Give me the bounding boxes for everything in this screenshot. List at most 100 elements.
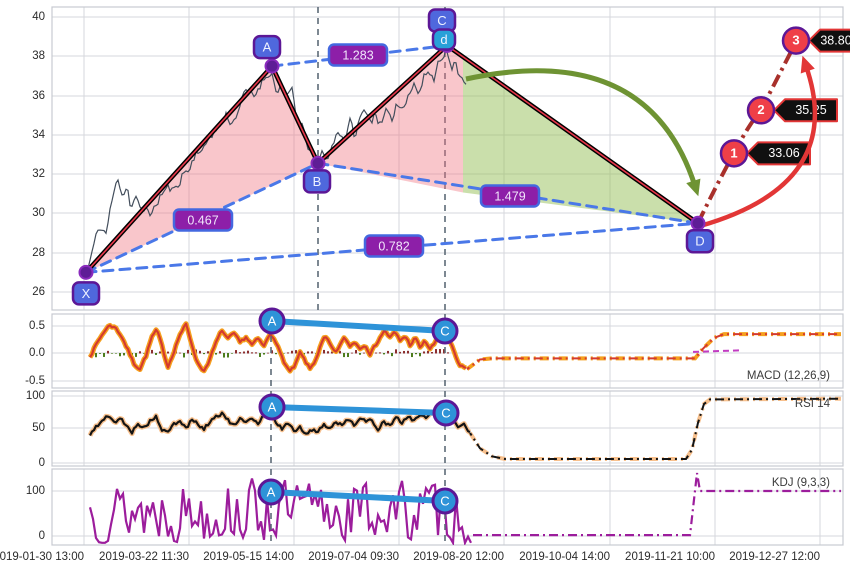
x-tick-label: 2019-12-27 12:00 bbox=[729, 551, 820, 563]
pattern-point-label-C[interactable]: C bbox=[427, 8, 457, 33]
price-target-1: 33.06 bbox=[746, 141, 811, 166]
rsi-point-A[interactable]: A bbox=[258, 393, 286, 421]
target-circle-shape[interactable] bbox=[719, 139, 749, 168]
macd-histogram-bar bbox=[199, 350, 201, 354]
macd-histogram-bar bbox=[291, 350, 293, 354]
macd-histogram-bar bbox=[267, 352, 269, 354]
macd-histogram-bar bbox=[219, 351, 221, 354]
ratio-label-0.467[interactable]: 0.467 bbox=[172, 208, 234, 232]
target-circle-shape[interactable] bbox=[781, 26, 811, 55]
pattern-marker-B[interactable] bbox=[310, 155, 326, 171]
macd-histogram-bar bbox=[203, 353, 205, 355]
ratio-label-1.479[interactable]: 1.479 bbox=[479, 184, 541, 208]
target-circle-1[interactable]: 1 bbox=[719, 139, 749, 168]
y-tick-label: 50 bbox=[32, 422, 45, 434]
kdj-point-A[interactable]: A bbox=[257, 478, 285, 506]
price-tag-text: 33.06 bbox=[768, 146, 799, 160]
rsi-series-group bbox=[87, 396, 842, 461]
point-label-text: d bbox=[440, 32, 447, 47]
macd-histogram-bar bbox=[287, 352, 289, 354]
ratio-label-0.782[interactable]: 0.782 bbox=[363, 234, 425, 258]
point-label-text: B bbox=[313, 174, 322, 189]
rsi-ac-segment bbox=[269, 404, 449, 416]
price-target-3: 38.80 bbox=[808, 28, 850, 53]
y-tick-label: 100 bbox=[26, 390, 45, 402]
pattern-marker-A[interactable] bbox=[264, 58, 280, 74]
macd-histogram-bar bbox=[111, 353, 113, 354]
macd-ac-overlay: AC bbox=[258, 307, 459, 345]
macd-histogram-bar bbox=[179, 352, 181, 354]
macd-histogram-bar bbox=[255, 352, 257, 354]
point-label-box[interactable] bbox=[431, 28, 457, 51]
point-label-box[interactable] bbox=[302, 169, 332, 194]
y-tick-label: 0 bbox=[39, 457, 45, 469]
target-circle-2[interactable]: 2 bbox=[746, 96, 776, 125]
kdj-ac-segment bbox=[268, 489, 448, 504]
macd-histogram-bar bbox=[167, 351, 169, 354]
macd-histogram-bar bbox=[431, 352, 433, 354]
macd-tail bbox=[466, 333, 841, 371]
ratio-label-box[interactable] bbox=[327, 43, 389, 67]
panel-border-macd bbox=[51, 313, 844, 389]
kdj-point-C[interactable]: C bbox=[431, 487, 459, 515]
macd-histogram-bar bbox=[139, 351, 141, 354]
overlay-circle[interactable] bbox=[431, 487, 459, 515]
macd-histogram-bar bbox=[151, 349, 153, 354]
overlay-circle[interactable] bbox=[258, 393, 286, 421]
macd-histogram-bar bbox=[355, 350, 357, 354]
macd-histogram-bar bbox=[331, 351, 333, 354]
macd-point-A[interactable]: A bbox=[258, 307, 286, 335]
macd-point-C[interactable]: C bbox=[431, 317, 459, 345]
macd-histogram-bar bbox=[419, 353, 421, 357]
macd-histogram-bar bbox=[407, 350, 409, 354]
overlay-circle[interactable] bbox=[257, 478, 285, 506]
x-tick-label: 2019-07-04 09:30 bbox=[308, 551, 399, 563]
macd-histogram-bar bbox=[339, 350, 341, 354]
ratio-label-box[interactable] bbox=[363, 234, 425, 258]
point-label-box[interactable] bbox=[252, 34, 282, 60]
macd-histogram-bar bbox=[263, 353, 265, 355]
macd-histogram-bar bbox=[239, 352, 241, 354]
macd-histogram-bar bbox=[359, 353, 361, 355]
pattern-point-label-A[interactable]: A bbox=[252, 34, 282, 60]
overlay-circle-letter: A bbox=[268, 399, 277, 414]
pattern-point-label-B[interactable]: B bbox=[302, 169, 332, 194]
annotation-layer: MACD (12,26,9) RSI 14 KDJ (9,3,3) 2019-01-3… bbox=[0, 8, 850, 563]
point-label-box[interactable] bbox=[685, 229, 715, 254]
pattern-point-label-d[interactable]: d bbox=[431, 28, 457, 51]
price-tag bbox=[808, 28, 850, 53]
ratio-label-box[interactable] bbox=[172, 208, 234, 232]
ratio-label-box[interactable] bbox=[479, 184, 541, 208]
overlay-circle[interactable] bbox=[431, 317, 459, 345]
macd-histogram-bar bbox=[115, 353, 117, 354]
pattern-marker-D[interactable] bbox=[690, 215, 706, 231]
macd-histogram-bar bbox=[95, 353, 97, 358]
overlay-circle-letter: C bbox=[441, 405, 450, 420]
macd-histogram-bar bbox=[103, 353, 105, 357]
rsi-point-C[interactable]: C bbox=[432, 399, 460, 427]
macd-ac-segment bbox=[269, 318, 448, 334]
macd-histogram-bar bbox=[259, 353, 261, 357]
pattern-point-label-X[interactable]: X bbox=[71, 281, 101, 306]
point-label-box[interactable] bbox=[71, 281, 101, 306]
overlay-circle[interactable] bbox=[432, 399, 460, 427]
macd-histogram-bar bbox=[223, 353, 225, 358]
y-tick-label: 36 bbox=[32, 90, 45, 102]
target-circle-3[interactable]: 3 bbox=[781, 26, 811, 55]
pink-pattern-fill bbox=[86, 66, 318, 273]
trend-line-core-BC bbox=[317, 44, 448, 164]
x-tick-label: 2019-10-04 14:00 bbox=[519, 551, 610, 563]
overlay-circle[interactable] bbox=[258, 307, 286, 335]
ratio-label-1.283[interactable]: 1.283 bbox=[327, 43, 389, 67]
macd-histogram-bar bbox=[323, 349, 325, 354]
y-tick-label: 0.0 bbox=[29, 347, 45, 359]
macd-histogram-bar bbox=[207, 351, 209, 354]
pattern-marker-X[interactable] bbox=[78, 264, 94, 280]
y-tick-label: 38 bbox=[32, 50, 45, 62]
target-circle-shape[interactable] bbox=[746, 96, 776, 125]
kdj-ac-overlay: AC bbox=[257, 478, 459, 515]
y-tick-label: 40 bbox=[32, 11, 45, 23]
pattern-point-label-D[interactable]: D bbox=[685, 229, 715, 254]
